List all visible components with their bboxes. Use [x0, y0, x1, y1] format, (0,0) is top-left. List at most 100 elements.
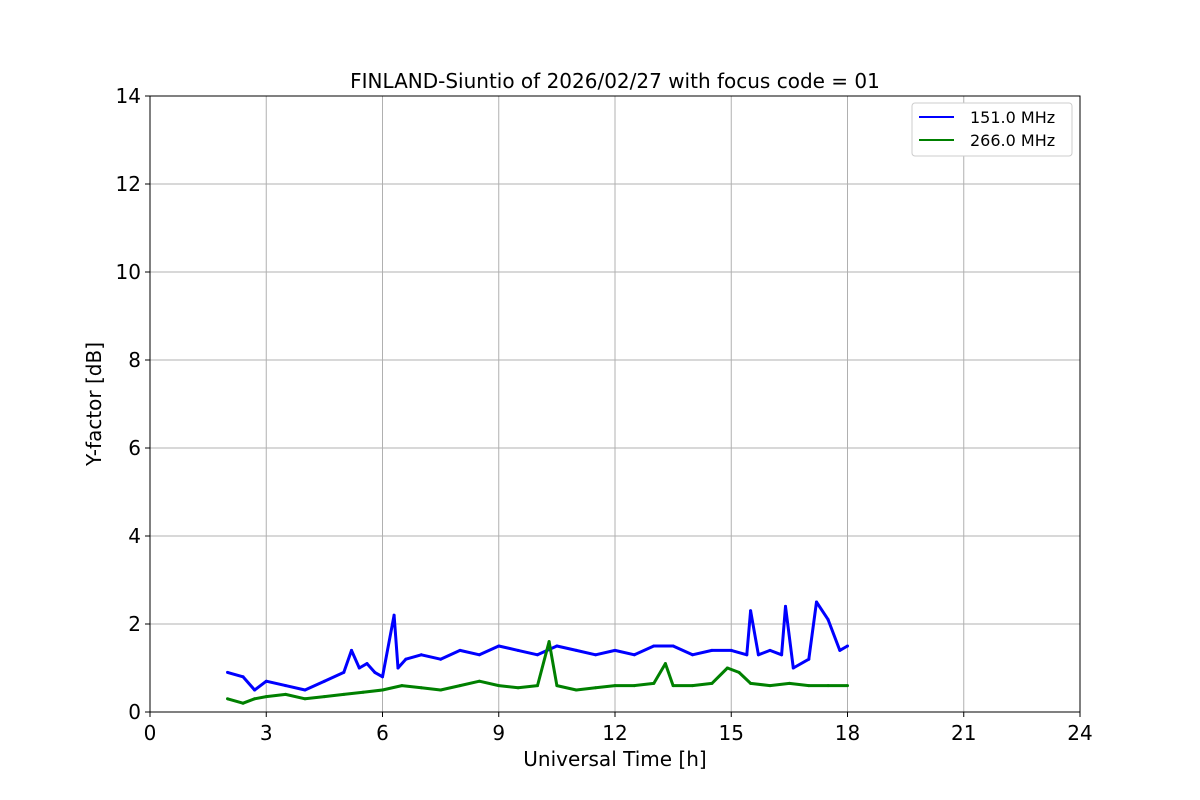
data-point — [729, 648, 733, 652]
data-point — [555, 684, 559, 688]
data-point — [613, 684, 617, 688]
data-point — [392, 613, 396, 617]
data-point — [373, 670, 377, 674]
y-tick-label: 4 — [128, 524, 141, 548]
x-tick-label: 15 — [719, 721, 744, 745]
data-point — [253, 688, 257, 692]
data-point — [710, 681, 714, 685]
data-point — [691, 684, 694, 688]
data-point — [284, 684, 288, 688]
data-point — [749, 609, 753, 613]
chart-title: FINLAND-Siuntio of 2026/02/27 with focus… — [350, 69, 880, 93]
data-point — [322, 695, 326, 699]
x-tick-label: 21 — [951, 721, 976, 745]
data-point — [284, 692, 288, 696]
y-tick-label: 2 — [128, 612, 141, 636]
data-point — [671, 644, 675, 648]
data-point — [737, 670, 741, 674]
data-point — [671, 684, 675, 688]
grid-layer — [149, 95, 1081, 713]
data-point — [419, 686, 423, 690]
data-point — [807, 684, 811, 688]
y-tick-label: 0 — [128, 700, 141, 724]
data-point — [264, 679, 268, 683]
data-point — [710, 648, 714, 652]
data-point — [516, 648, 520, 652]
data-point — [381, 688, 384, 692]
data-point — [791, 666, 795, 670]
data-point — [555, 644, 559, 648]
data-point — [826, 684, 830, 688]
data-point — [756, 653, 760, 657]
data-point — [652, 644, 656, 648]
data-point — [815, 600, 818, 604]
data-point — [458, 684, 462, 688]
y-tick-label: 14 — [116, 84, 141, 108]
data-point — [303, 697, 307, 701]
data-point — [536, 653, 539, 657]
series-line-1 — [227, 600, 849, 692]
data-point — [547, 640, 551, 644]
data-point — [400, 684, 404, 688]
legend: 151.0 MHz 266.0 MHz — [911, 102, 1073, 157]
data-point — [536, 684, 539, 688]
data-point — [745, 653, 749, 657]
legend-label: 266.0 MHz — [970, 131, 1055, 150]
data-point — [632, 684, 636, 688]
y-axis-label: Y-factor [dB] — [82, 342, 106, 467]
data-point — [361, 690, 365, 694]
data-point — [663, 662, 667, 666]
data-point — [497, 684, 501, 688]
data-point — [749, 681, 753, 685]
data-point — [787, 681, 791, 685]
x-tick-label: 3 — [260, 721, 273, 745]
data-point — [497, 644, 501, 648]
data-point — [396, 666, 400, 670]
data-point — [594, 653, 598, 657]
data-point — [342, 692, 346, 696]
data-point — [477, 653, 481, 657]
data-point — [357, 666, 361, 670]
data-point — [381, 675, 384, 679]
data-point — [613, 648, 617, 652]
data-point — [846, 644, 849, 648]
data-point — [838, 648, 842, 652]
x-axis-label: Universal Time [h] — [523, 747, 706, 771]
x-tick-label: 24 — [1067, 721, 1092, 745]
data-point — [807, 657, 811, 661]
data-point — [632, 653, 636, 657]
data-point — [725, 666, 729, 670]
data-point — [780, 653, 784, 657]
x-tick-label: 9 — [492, 721, 505, 745]
data-point — [439, 688, 443, 692]
data-point — [241, 701, 245, 705]
legend-label: 151.0 MHz — [970, 108, 1055, 127]
y-tick-label: 12 — [116, 172, 141, 196]
data-point — [846, 684, 849, 688]
data-point — [303, 688, 307, 692]
data-point — [826, 618, 830, 622]
y-tick-label: 6 — [128, 436, 141, 460]
data-point — [594, 686, 598, 690]
data-point — [350, 648, 353, 652]
data-point — [477, 679, 481, 683]
data-point — [226, 697, 229, 701]
x-tick-label: 18 — [835, 721, 860, 745]
data-point — [264, 695, 268, 699]
data-point — [768, 648, 772, 652]
data-point — [574, 648, 578, 652]
x-tick-label: 0 — [144, 721, 157, 745]
y-tick-label: 10 — [116, 260, 141, 284]
x-tick-label: 12 — [602, 721, 627, 745]
y-tick-label: 8 — [128, 348, 141, 372]
data-point — [322, 679, 326, 683]
data-point — [404, 657, 408, 661]
series-layer — [226, 600, 849, 705]
data-point — [241, 675, 245, 679]
data-point — [458, 648, 462, 652]
data-point — [768, 684, 772, 688]
data-point — [439, 657, 443, 661]
data-point — [652, 681, 656, 685]
